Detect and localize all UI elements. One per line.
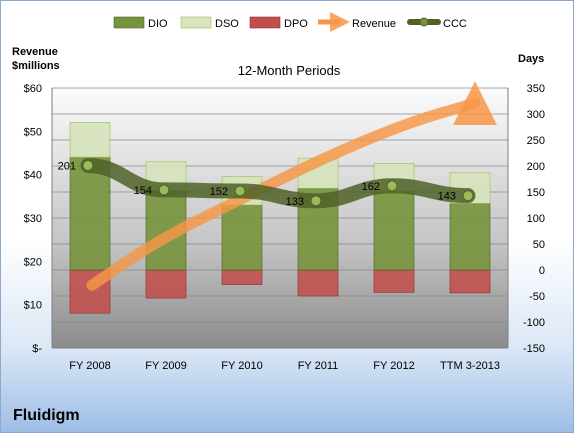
company-name: Fluidigm bbox=[13, 407, 80, 424]
line-series: 201 154 152 133 162 143 bbox=[58, 88, 497, 291]
ccc-data-label: 133 bbox=[286, 196, 304, 208]
bar-dpo bbox=[221, 269, 263, 285]
right-tick-label: -150 bbox=[523, 343, 545, 355]
category-label: FY 2010 bbox=[221, 360, 262, 372]
legend-label-dso: DSO bbox=[215, 18, 239, 30]
right-tick-label: 300 bbox=[527, 109, 545, 121]
category-label: FY 2012 bbox=[373, 360, 414, 372]
ccc-point bbox=[386, 180, 398, 192]
ccc-data-label: 143 bbox=[438, 191, 456, 203]
legend-label-revenue: Revenue bbox=[352, 18, 396, 30]
legend: DIO DSO DPO Revenue CCC bbox=[113, 12, 467, 32]
legend-swatch-dio bbox=[113, 16, 145, 29]
left-tick-label: $40 bbox=[24, 170, 42, 182]
left-tick-label: $50 bbox=[24, 126, 42, 138]
ccc-data-label: 201 bbox=[58, 160, 76, 172]
left-axis-title-line2: $millions bbox=[12, 60, 60, 72]
ccc-point bbox=[158, 184, 170, 196]
bar-dio bbox=[69, 156, 111, 271]
legend-swatch-dso bbox=[180, 16, 212, 29]
category-label: FY 2011 bbox=[298, 360, 339, 372]
legend-label-dio: DIO bbox=[148, 18, 168, 30]
left-tick-label: $20 bbox=[24, 256, 42, 268]
bar-dpo bbox=[449, 269, 491, 294]
bar-dio bbox=[221, 204, 263, 271]
revenue-arrow bbox=[86, 88, 497, 291]
right-axis-title: Days bbox=[518, 53, 544, 65]
right-tick-label: 150 bbox=[527, 187, 545, 199]
bar-dpo bbox=[373, 269, 415, 293]
right-tick-label: 350 bbox=[527, 83, 545, 95]
ccc-point bbox=[234, 185, 246, 197]
left-tick-label: $60 bbox=[24, 83, 42, 95]
right-tick-label: 200 bbox=[527, 161, 545, 173]
ccc-data-label: 154 bbox=[134, 185, 152, 197]
ccc-data-label: 162 bbox=[362, 181, 380, 193]
bar-dio bbox=[373, 191, 415, 271]
left-tick-label: $10 bbox=[24, 300, 42, 312]
bar-dpo bbox=[297, 269, 339, 297]
ccc-point bbox=[462, 190, 474, 202]
ccc-point bbox=[310, 195, 322, 207]
left-axis-title-line1: Revenue bbox=[12, 46, 58, 58]
right-tick-label: 50 bbox=[533, 239, 545, 251]
ccc-point bbox=[82, 159, 94, 171]
right-tick-label: -100 bbox=[523, 317, 545, 329]
chart-title: 12-Month Periods bbox=[238, 63, 341, 78]
axis-ticks: $- $10 $20 $30 $40 $50 $60 -150 -100 -50 0 50 100 150… bbox=[24, 83, 545, 372]
right-tick-label: -50 bbox=[529, 291, 545, 303]
legend-label-dpo: DPO bbox=[284, 18, 308, 30]
left-tick-label: $30 bbox=[24, 213, 42, 225]
legend-marker-ccc bbox=[419, 17, 429, 27]
legend-label-ccc: CCC bbox=[443, 18, 467, 30]
category-label: FY 2008 bbox=[69, 360, 110, 372]
right-tick-label: 250 bbox=[527, 135, 545, 147]
bar-dio bbox=[449, 203, 491, 271]
bar-dso bbox=[69, 122, 111, 158]
right-tick-label: 0 bbox=[539, 265, 545, 277]
ccc-data-label: 152 bbox=[210, 186, 228, 198]
category-label: TTM 3-2013 bbox=[440, 360, 500, 372]
left-tick-label: $- bbox=[32, 343, 42, 355]
bar-series bbox=[69, 122, 491, 314]
legend-swatch-dpo bbox=[249, 16, 281, 29]
right-tick-label: 100 bbox=[527, 213, 545, 225]
bar-dpo bbox=[145, 269, 187, 299]
category-label: FY 2009 bbox=[145, 360, 186, 372]
